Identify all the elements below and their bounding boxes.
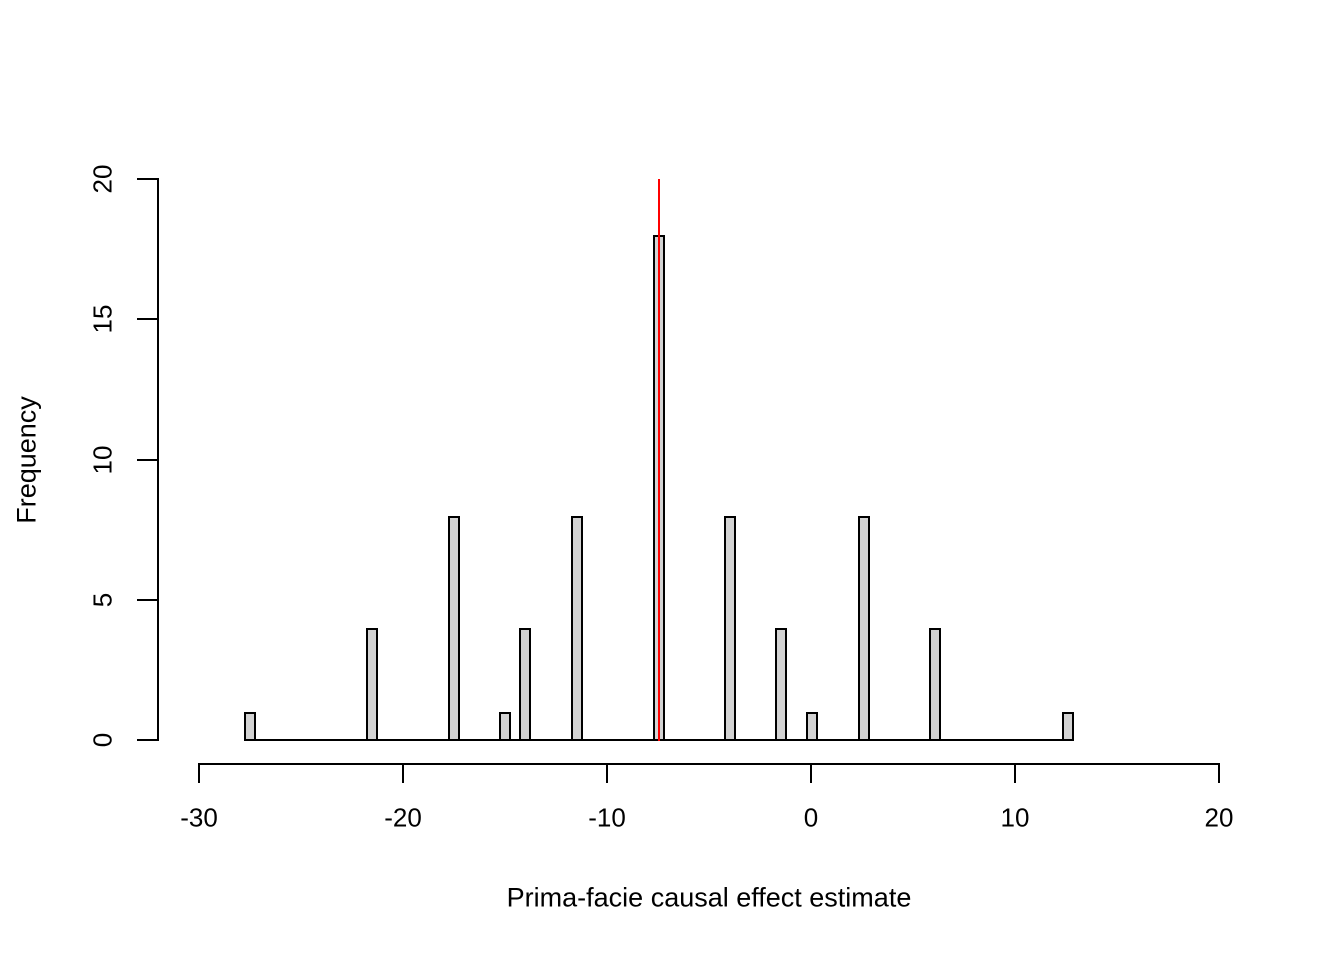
y-tick <box>137 739 157 741</box>
x-tick-label: -20 <box>384 802 422 833</box>
histogram-bar <box>499 711 511 741</box>
x-tick-label: -30 <box>180 802 218 833</box>
x-tick-label: -10 <box>588 802 626 833</box>
y-axis-title: Frequency <box>11 396 42 524</box>
y-tick-label: 20 <box>87 164 118 194</box>
x-axis-title: Prima-facie causal effect estimate <box>506 882 912 913</box>
y-tick-label: 15 <box>87 304 118 334</box>
reference-line <box>658 179 661 741</box>
histogram-bar <box>775 627 788 741</box>
x-tick <box>1014 763 1016 783</box>
y-tick-label: 5 <box>87 592 118 607</box>
y-tick <box>137 178 157 180</box>
histogram-bar <box>806 711 819 741</box>
y-tick <box>137 318 157 321</box>
x-tick <box>810 763 812 783</box>
y-tick-label: 0 <box>87 732 118 748</box>
histogram-bar <box>519 627 532 741</box>
y-tick-label: 10 <box>87 445 118 474</box>
x-tick-label: 10 <box>1000 802 1030 833</box>
y-tick <box>137 598 157 601</box>
x-tick-label: 0 <box>803 802 819 833</box>
y-axis-line <box>157 178 159 741</box>
x-tick-label: 20 <box>1204 802 1234 833</box>
x-tick <box>198 763 200 783</box>
histogram-bar <box>366 627 379 741</box>
histogram-bar <box>724 515 737 741</box>
x-axis-line <box>198 763 1220 765</box>
histogram-bar <box>244 711 256 741</box>
histogram-bar <box>929 627 942 741</box>
histogram-bar <box>571 515 584 741</box>
histogram-bar <box>1062 711 1075 741</box>
x-tick <box>606 763 608 783</box>
x-tick <box>1218 763 1220 783</box>
x-tick <box>402 763 404 783</box>
histogram-bar <box>448 515 460 741</box>
histogram-bar <box>858 515 871 741</box>
y-tick <box>137 458 157 461</box>
